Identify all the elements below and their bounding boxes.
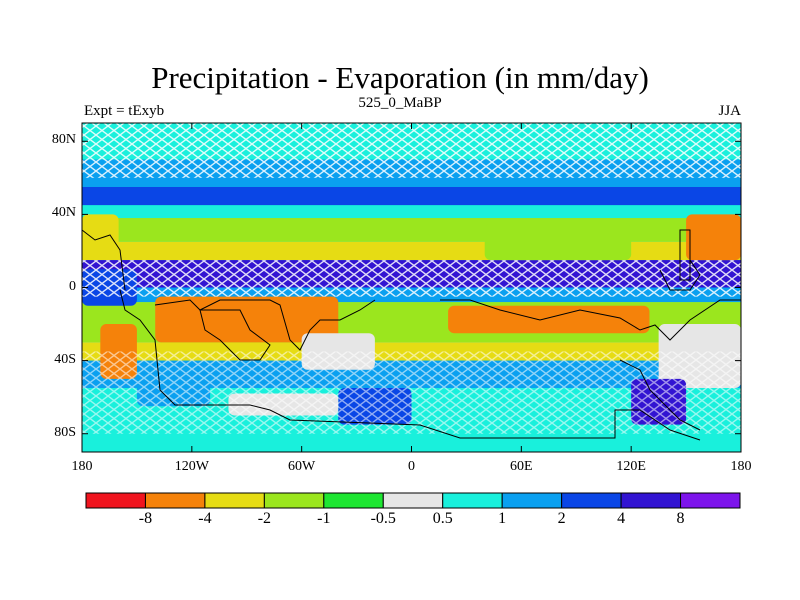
season-label: JJA (718, 103, 741, 119)
coastline (119, 289, 701, 441)
colorbar-swatch (263, 492, 325, 509)
field-patch (686, 214, 741, 261)
x-tick-label: 0 (408, 459, 415, 474)
field-patch (82, 214, 119, 251)
plot-subtitle: 525_0_MaBP (358, 95, 442, 111)
significance-hatching (82, 123, 741, 434)
field-band (82, 205, 741, 219)
colorbar-label: -8 (138, 510, 153, 527)
field-patch (448, 305, 650, 334)
y-tick-label: 80S (54, 424, 76, 440)
x-tick-label: 180 (730, 459, 752, 474)
colorbar-swatch (144, 492, 206, 509)
experiment-label: Expt = tExyb (84, 103, 165, 119)
x-tick-label: 120E (616, 459, 646, 474)
coastline (679, 229, 691, 281)
x-tick-label: 60W (288, 459, 316, 474)
colorbar-swatch (323, 492, 384, 509)
colorbar-label: -4 (198, 510, 212, 527)
x-tick-label: 60E (510, 459, 533, 474)
y-tick-label: 40S (54, 351, 76, 367)
hatch-region (82, 351, 741, 434)
colorbar-label: 0.5 (432, 510, 453, 527)
colorbar-swatch (85, 492, 146, 509)
plot-title: Precipitation - Evaporation (in mm/day) (151, 60, 649, 95)
colorbar-swatch (620, 492, 682, 509)
colorbar-label: -1 (317, 510, 331, 527)
colorbar (85, 492, 741, 509)
coastline (199, 309, 271, 361)
colorbar-label: -0.5 (370, 510, 396, 527)
colorbar-label: 4 (617, 510, 626, 527)
field-band (82, 241, 741, 261)
colorbar-swatch (382, 492, 444, 509)
colorbar-swatch (442, 492, 503, 509)
y-tick-label: 40N (51, 205, 76, 221)
x-tick-label: 120W (174, 459, 209, 474)
coastline-layer (81, 229, 741, 441)
axis-ticks (81, 123, 742, 452)
coastline (659, 259, 701, 291)
colorbar-label: 8 (676, 510, 685, 527)
y-tick-label: 0 (69, 278, 76, 294)
coastline (619, 359, 701, 431)
coastline (440, 299, 741, 341)
colorbar-swatch (204, 492, 265, 509)
colorbar-label: 2 (557, 510, 566, 527)
field-patch (484, 223, 632, 261)
colorbar-swatch (561, 492, 622, 509)
colorbar-label: -2 (257, 510, 272, 527)
field-band (82, 186, 741, 206)
hatch-region (82, 260, 741, 297)
colorbar-label: 1 (498, 510, 507, 527)
colorbar-swatch (680, 492, 741, 509)
x-tick-label: 180 (71, 459, 93, 474)
field-band (82, 218, 741, 242)
colorbar-swatch (501, 492, 563, 509)
y-tick-label: 80N (51, 132, 76, 148)
hatch-region (82, 123, 741, 178)
field-patch (155, 296, 339, 343)
coastline (81, 229, 126, 291)
